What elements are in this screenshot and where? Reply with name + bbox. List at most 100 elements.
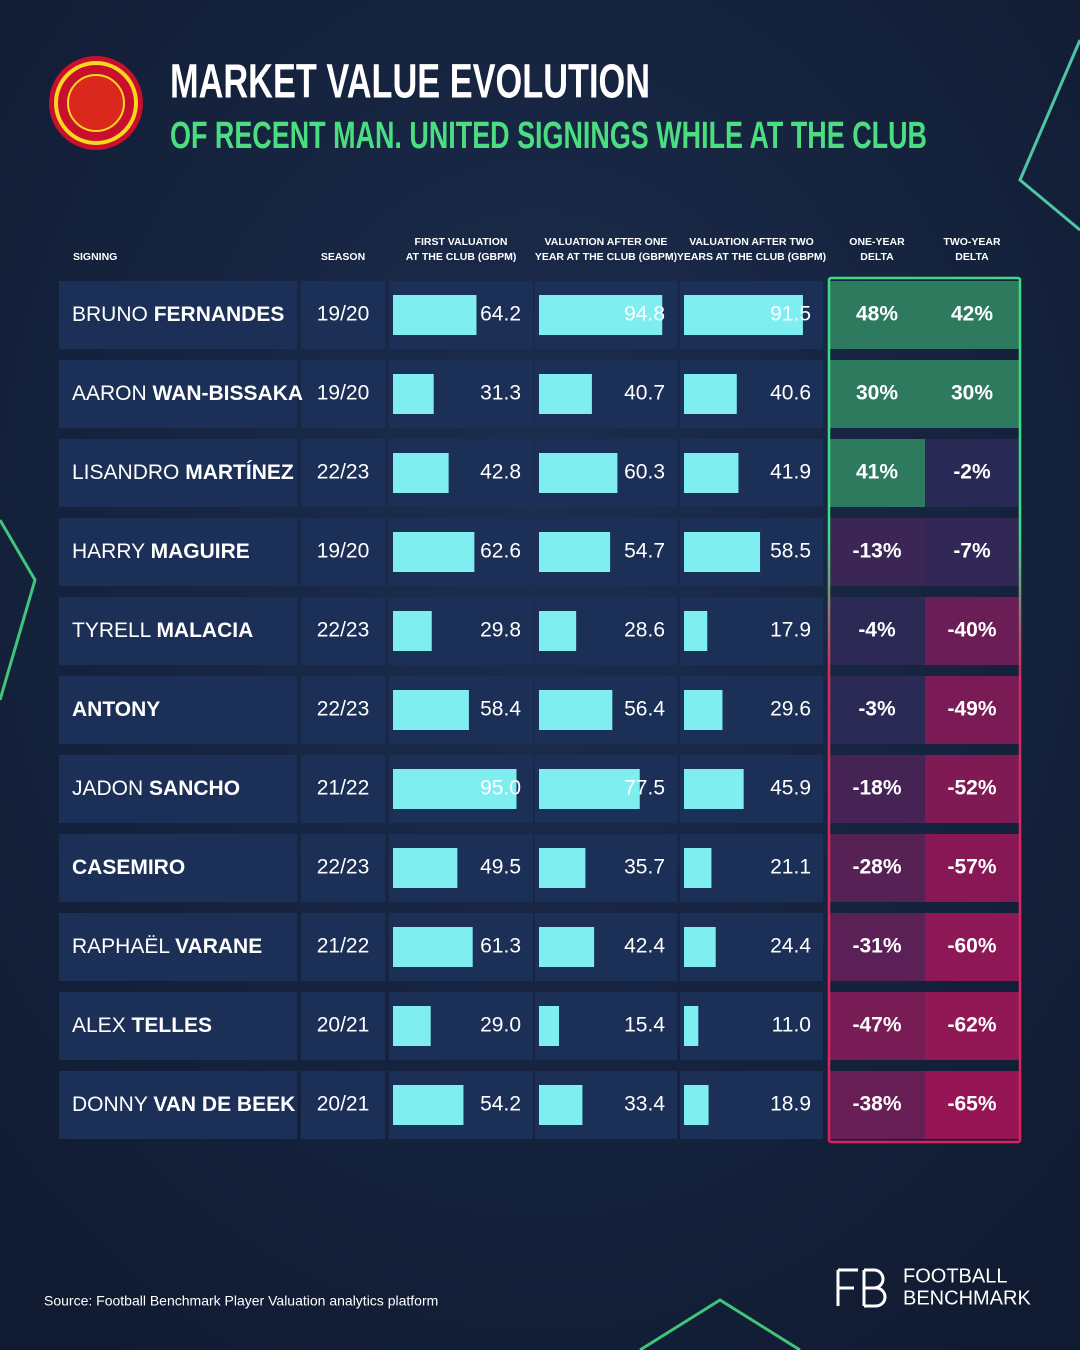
cell [829,913,925,981]
value-label: 58.4 [480,698,521,721]
last-name: TELLES [132,1014,213,1037]
value-bar [684,769,744,809]
value-bar [539,690,613,730]
value-label: 64.2 [480,303,521,326]
value-bar [393,927,473,967]
player-name: JADON SANCHO [72,777,240,800]
column-header: VALUATION AFTER ONE [545,236,668,248]
last-name: VARANE [175,935,262,958]
column-header: VALUATION AFTER TWO [689,236,814,248]
cell [829,992,925,1060]
delta: -2% [953,461,991,484]
cell [925,834,1019,902]
cell [301,518,385,586]
value-bar [393,1085,464,1125]
value-bar [539,1006,560,1046]
cell [829,1071,925,1139]
table-row: RAPHAËL VARANE 21/22 61.3 42.4 24.4 -31% -60% [59,913,1019,981]
cell [59,518,297,586]
value-label: 18.9 [770,1093,811,1116]
last-name: ANTONY [72,698,160,721]
value-bar [539,532,611,572]
first-name: TYRELL [72,619,151,642]
column-header: DELTA [860,251,894,263]
cell [301,439,385,507]
value-bar [393,1006,431,1046]
last-name: CASEMIRO [72,856,185,879]
value-bar [684,848,712,888]
cell [59,755,297,823]
column-header: ONE-YEAR [849,236,905,248]
last-name: FERNANDES [154,303,285,326]
value-label: 29.8 [480,619,521,642]
cell [925,676,1019,744]
delta: -18% [852,777,901,800]
delta: -57% [947,856,996,879]
club-crest [49,56,143,150]
column-header: SEASON [321,251,365,263]
cell [59,1071,297,1139]
season: 22/23 [317,619,370,642]
value-label: 35.7 [624,856,665,879]
value-label: 40.7 [624,382,665,405]
value-label: 45.9 [770,777,811,800]
value-bar [684,453,739,493]
value-label: 28.6 [624,619,665,642]
column-header: SIGNING [73,251,117,263]
delta: 30% [951,382,993,405]
delta: -31% [852,935,901,958]
delta: -7% [953,540,991,563]
player-name: RAPHAËL VARANE [72,935,262,958]
value-label: 54.2 [480,1093,521,1116]
table-row: CASEMIRO 22/23 49.5 35.7 21.1 -28% -57% [59,834,1019,902]
cell [829,439,925,507]
value-bar [393,848,458,888]
value-label: 77.5 [624,777,665,800]
value-label: 31.3 [480,382,521,405]
player-name: AARON WAN-BISSAKA [72,382,303,405]
value-bar [684,1085,709,1125]
cell [59,676,297,744]
season: 19/20 [317,382,370,405]
value-bar [539,453,618,493]
value-label: 95.0 [480,777,521,800]
value-bar [539,927,595,967]
cell [925,518,1019,586]
delta: -28% [852,856,901,879]
last-name: SANCHO [149,777,240,800]
cell [301,755,385,823]
subtitle: OF RECENT MAN. UNITED SIGNINGS WHILE AT … [170,115,927,157]
brand-name: BENCHMARK [903,1287,1031,1309]
table-row: BRUNO FERNANDES 19/20 64.2 94.8 91.5 48% 42% [59,281,1019,349]
value-label: 54.7 [624,540,665,563]
column-header: YEAR AT THE CLUB (GBPM) [535,251,677,263]
delta: -38% [852,1093,901,1116]
season: 19/20 [317,303,370,326]
column-header: AT THE CLUB (GBPM) [406,251,517,263]
value-label: 91.5 [770,303,811,326]
value-bar [684,1006,699,1046]
value-label: 62.6 [480,540,521,563]
value-label: 24.4 [770,935,811,958]
first-name: BRUNO [72,303,148,326]
value-bar [684,690,723,730]
cell [925,281,1019,349]
player-name: ANTONY [72,698,160,721]
column-header: FIRST VALUATION [415,236,508,248]
cell [829,518,925,586]
last-name: MAGUIRE [151,540,250,563]
value-bar [393,295,477,335]
value-bar [393,532,475,572]
cell [59,913,297,981]
table-row: LISANDRO MARTÍNEZ 22/23 42.8 60.3 41.9 41% -2% [59,439,1019,507]
value-label: 29.6 [770,698,811,721]
first-name: ALEX [72,1014,126,1037]
value-label: 61.3 [480,935,521,958]
column-header: DELTA [955,251,989,263]
value-bar [393,611,432,651]
decor-lines [0,39,1080,1350]
cell [59,834,297,902]
delta: -47% [852,1014,901,1037]
value-bar [539,769,640,809]
last-name: WAN-BISSAKA [153,382,304,405]
